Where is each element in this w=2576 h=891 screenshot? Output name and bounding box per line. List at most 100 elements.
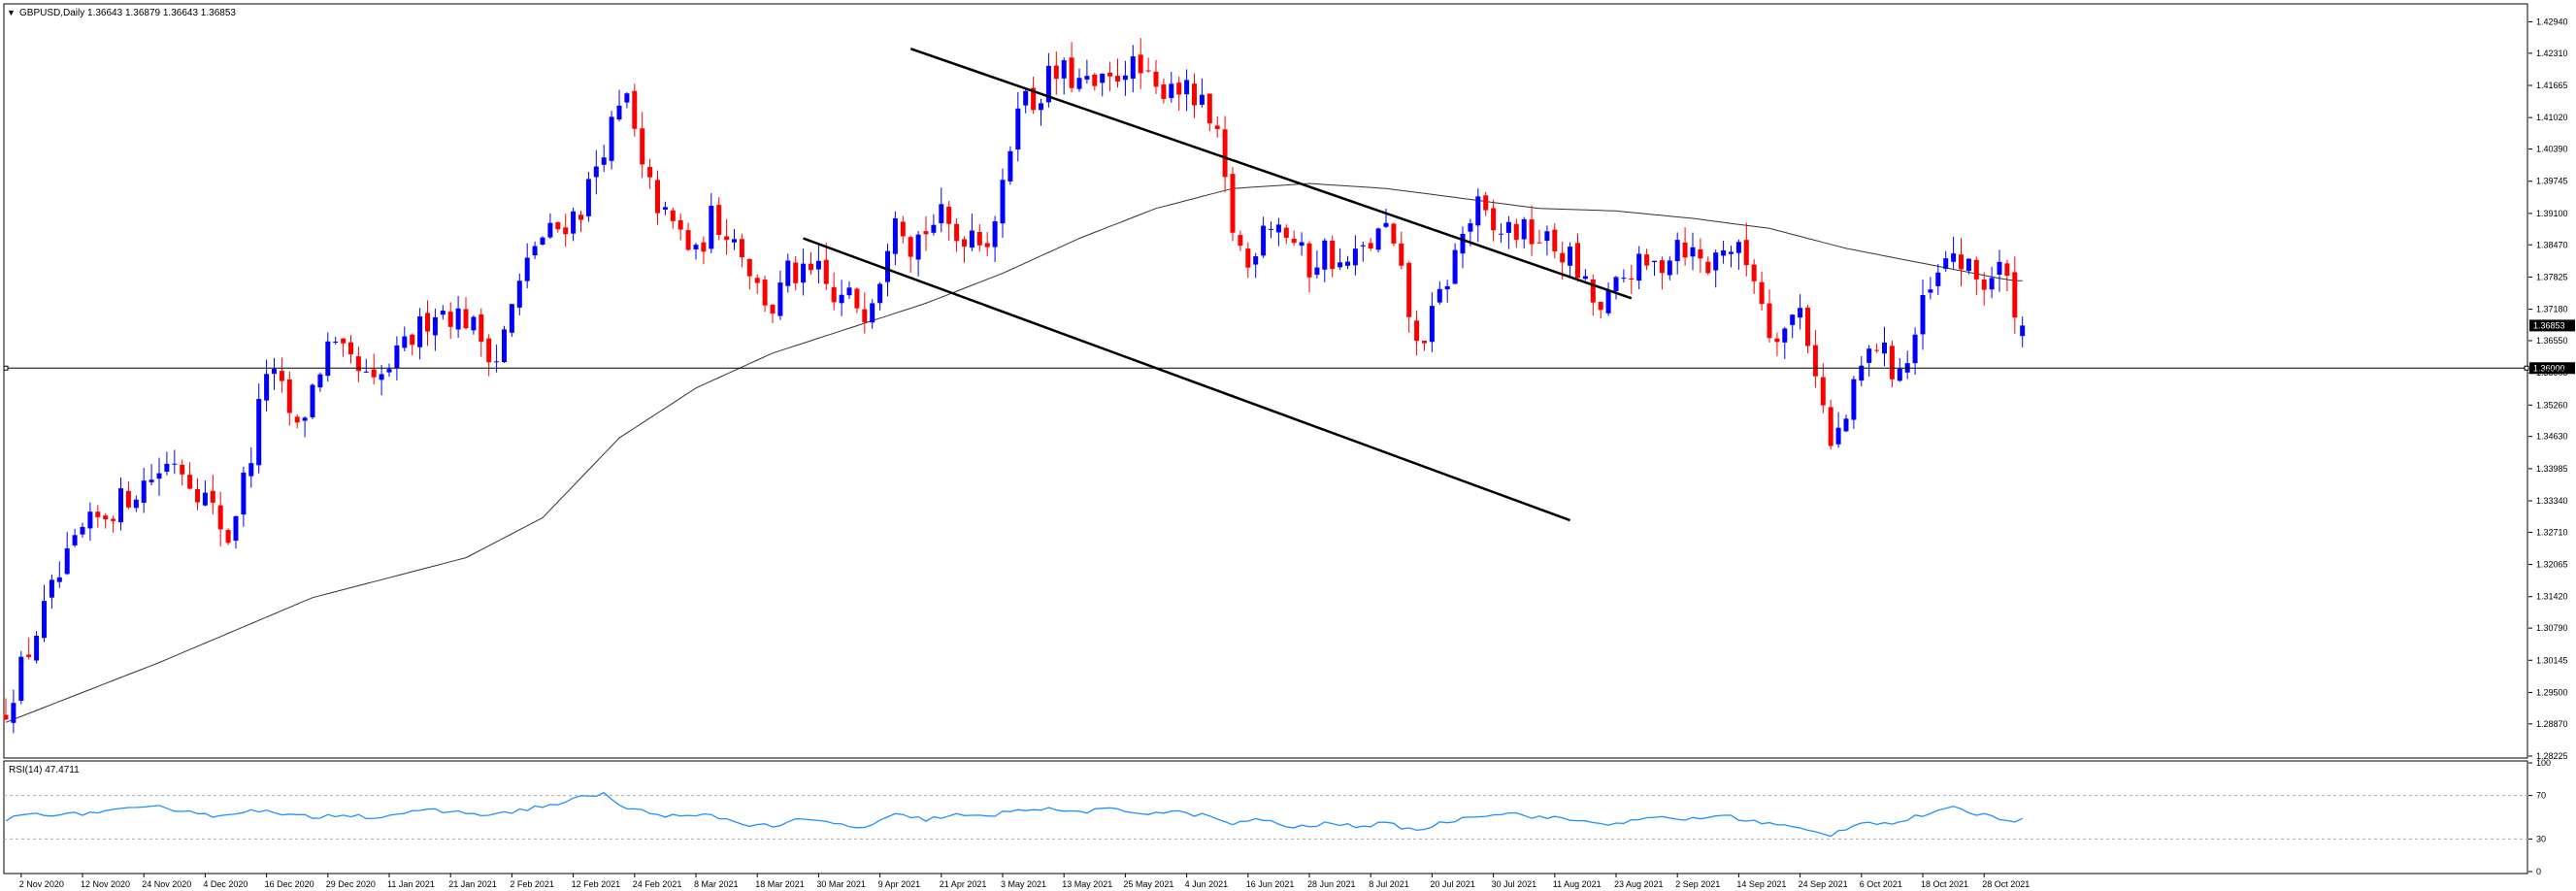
bear-candle (1238, 230, 1243, 251)
candle-body (432, 316, 438, 336)
candle-body (87, 512, 93, 529)
bull-candle (1345, 255, 1350, 270)
bull-candle (1882, 326, 1887, 367)
bear-candle (410, 333, 415, 356)
rsi-line (5, 791, 2023, 838)
candle-body (1437, 288, 1442, 303)
candle-body (915, 234, 921, 260)
bear-candle (962, 236, 967, 263)
bear-candle (1115, 58, 1120, 88)
bull-candle (1475, 188, 1481, 243)
bull-candle (1015, 91, 1021, 162)
candle-body (1951, 253, 1957, 262)
candle-body (11, 703, 17, 723)
candle-body (103, 515, 109, 520)
bull-candle (801, 248, 807, 296)
price-tick-label: 1.41665 (2536, 81, 2568, 90)
price-tick-label: 1.33340 (2536, 496, 2568, 506)
bear-candle (823, 243, 829, 290)
candle-body (885, 250, 890, 282)
candle-body (310, 384, 315, 417)
time-tick-label: 16 Jun 2021 (1246, 879, 1295, 889)
bull-candle (1505, 215, 1511, 249)
bull-candle (394, 336, 400, 380)
candle-body (1912, 334, 1918, 364)
price-tick-label: 1.35260 (2536, 400, 2568, 410)
bull-candle (1582, 269, 1588, 280)
bull-candle (202, 480, 208, 507)
candle-body (1652, 260, 1657, 263)
level-price-tag (2529, 362, 2575, 375)
candle-body (1743, 240, 1749, 266)
bear-candle (1414, 310, 1420, 356)
candle-body (563, 227, 569, 235)
candle-body (180, 464, 185, 475)
moving-average-line (5, 182, 2023, 723)
candle-body (870, 303, 875, 323)
candle-body (325, 341, 331, 377)
level-handle-left (3, 365, 9, 371)
candle-body (815, 260, 821, 270)
candle-body (1338, 262, 1343, 268)
candle-body (976, 231, 982, 246)
bull-candle (1613, 276, 1619, 300)
candle-body (877, 283, 883, 304)
candle-body (18, 656, 24, 702)
candle-body (1959, 254, 1964, 270)
bull-candle (1920, 280, 1926, 350)
candle-body (202, 492, 208, 506)
bull-candle (1965, 258, 1971, 275)
candle-body (1575, 243, 1580, 279)
price-tick-label: 1.32710 (2536, 527, 2568, 537)
bull-candle (1943, 250, 1949, 272)
bull-candle (1997, 249, 2002, 292)
bear-candle (1153, 59, 1159, 94)
candle-body (386, 369, 392, 373)
bull-candle (1521, 216, 1527, 249)
bear-candle (3, 698, 9, 720)
candle-body (149, 479, 154, 482)
candle-body (333, 342, 339, 344)
bull-candle (1076, 68, 1082, 92)
candle-body (1812, 345, 1818, 377)
bull-candle (56, 561, 62, 588)
candle-body (379, 374, 384, 380)
candle-body (2004, 263, 2010, 277)
bull-candle (1261, 216, 1267, 258)
candle-body (1069, 57, 1074, 88)
time-tick-label: 18 Mar 2021 (755, 879, 805, 889)
bull-candle (915, 231, 921, 277)
candle-body (1414, 320, 1420, 342)
bull-candle (1544, 225, 1550, 256)
price-tick-label: 1.40390 (2536, 145, 2568, 154)
bull-candle (1674, 232, 1680, 275)
candle-body (770, 304, 776, 314)
bear-candle (2012, 256, 2018, 334)
candle-body (739, 239, 744, 258)
candle-body (1544, 231, 1550, 242)
bear-candle (1206, 93, 1212, 132)
candle-body (1399, 243, 1404, 266)
candle-body (754, 278, 760, 283)
bear-candle (1491, 199, 1497, 242)
candle-body (1644, 254, 1650, 266)
price-tick-label: 1.30790 (2536, 623, 2568, 633)
bear-candle (1682, 227, 1688, 266)
bear-candle (1973, 256, 1979, 296)
bull-candle (939, 187, 944, 233)
bear-candle (809, 251, 813, 275)
bear-candle (1222, 116, 1228, 193)
bear-candle (1767, 289, 1772, 343)
candle-body (502, 329, 507, 363)
symbol-marker[interactable]: ▼ (7, 8, 16, 17)
current-price-tag (2529, 319, 2575, 332)
candle-body (49, 579, 54, 598)
candle-body (363, 371, 369, 373)
candle-body (1406, 262, 1412, 317)
bull-candle (156, 457, 162, 496)
bull-candle (1605, 281, 1611, 316)
bear-candle (640, 112, 645, 179)
bear-candle (1705, 256, 1711, 276)
candle-body (632, 90, 638, 129)
time-tick-label: 25 May 2021 (1123, 879, 1173, 889)
